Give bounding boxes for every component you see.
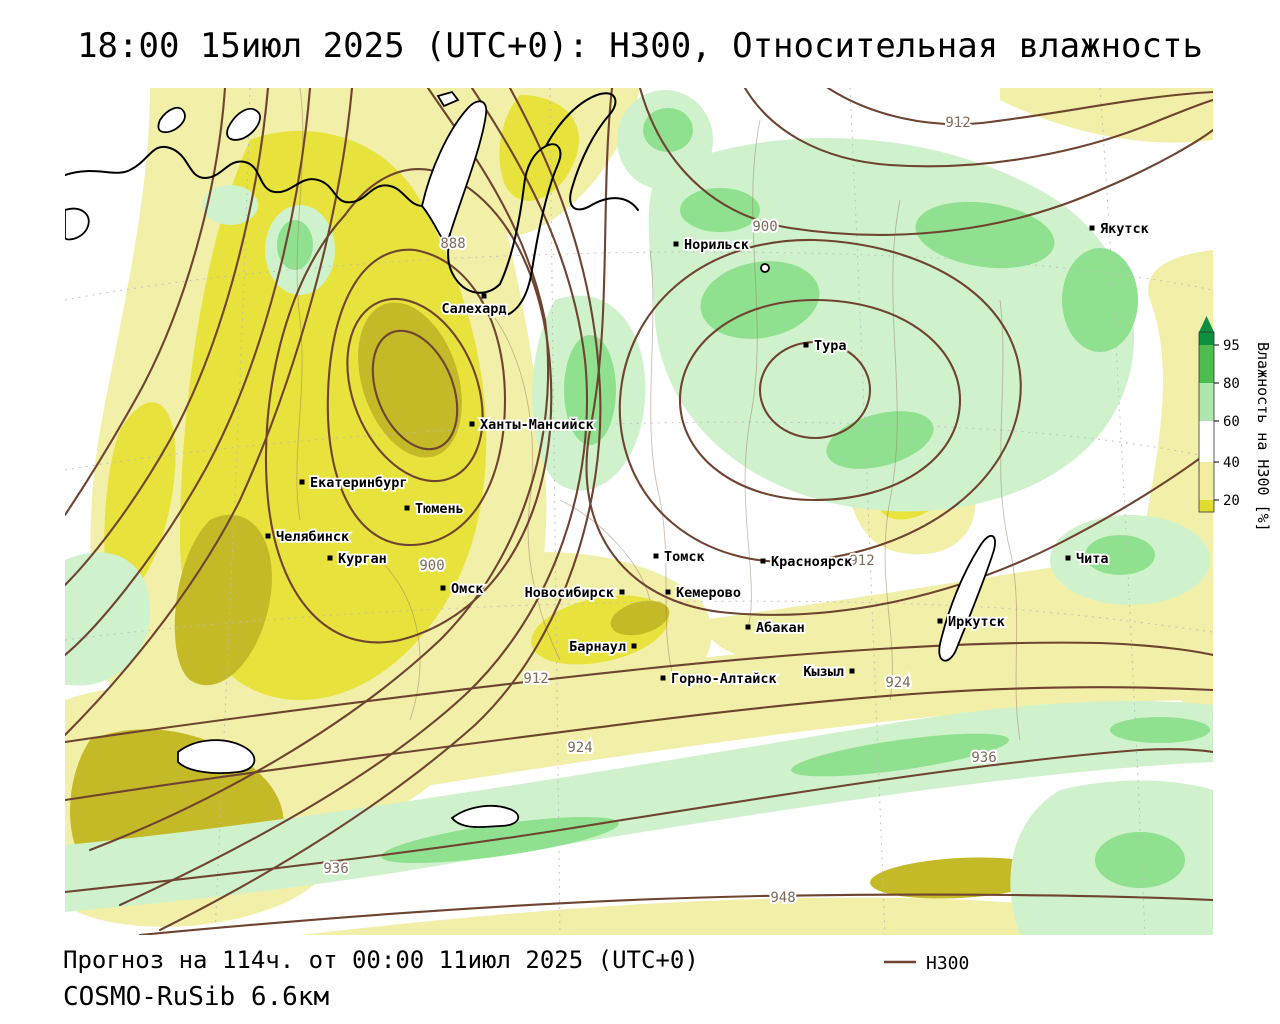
city-label: Томск <box>664 549 705 565</box>
page-title: 18:00 15июл 2025 (UTC+0): H300, Относите… <box>77 26 1203 66</box>
city-marker <box>265 533 271 539</box>
contour-label: 888 <box>440 236 465 252</box>
city-marker <box>299 479 305 485</box>
city-marker <box>803 342 809 348</box>
city-label: Абакан <box>756 620 805 636</box>
city-markers: Норильск Якутск Салехард Тура Ханты-Мансийск… <box>265 219 1151 689</box>
city-marker <box>665 589 671 595</box>
city-label: Екатеринбург <box>310 475 408 491</box>
contour-label: 900 <box>419 558 444 574</box>
model-info: COSMO-RuSib 6.6км <box>63 982 330 1012</box>
contour-label: 936 <box>971 750 996 766</box>
contour-label: 912 <box>849 553 874 569</box>
contour-label: 900 <box>752 219 777 235</box>
city-label: Тюмень <box>415 501 464 517</box>
forecast-info: Прогноз на 114ч. от 00:00 11июл 2025 (UT… <box>63 946 699 974</box>
city-marker <box>481 293 487 299</box>
colorbar-tick-value: 20 <box>1223 493 1240 509</box>
colorbar-tick-value: 60 <box>1223 414 1240 430</box>
city-label: Горно-Алтайск <box>671 671 777 687</box>
city-label: Ханты-Мансийск <box>480 417 594 433</box>
city-marker <box>937 618 943 624</box>
city-label: Якутск <box>1100 221 1149 237</box>
colorbar-segment <box>1199 383 1214 421</box>
colorbar-tick-value: 80 <box>1223 376 1240 392</box>
city-label: Курган <box>338 551 387 567</box>
city-marker <box>673 241 679 247</box>
city-marker <box>631 643 637 649</box>
contour-label: 912 <box>945 115 970 131</box>
city-label: Салехард <box>441 301 506 317</box>
colorbar-segment <box>1199 421 1214 462</box>
colorbar-tick-value: 95 <box>1223 338 1240 354</box>
city-label: Красноярск <box>771 554 852 570</box>
city-marker <box>653 553 659 559</box>
contour-label: 924 <box>885 675 910 691</box>
city-label: Чита <box>1076 551 1109 567</box>
colorbar-frame <box>1198 331 1215 513</box>
city-marker <box>440 585 446 591</box>
contour-labels: 912 900 888 900 912 912 924 924 936 936 948 <box>321 113 998 908</box>
city-label: Иркутск <box>948 614 1005 630</box>
legend-label: H300 <box>926 953 969 974</box>
contour-label: 924 <box>567 740 592 756</box>
city-marker <box>469 421 475 427</box>
city-marker <box>745 624 751 630</box>
colorbar-tick-value: 40 <box>1223 455 1240 471</box>
city-label: Омск <box>451 581 484 597</box>
city-label: Кемерово <box>676 585 741 601</box>
colorbar-segment <box>1199 332 1214 345</box>
city-label: Новосибирск <box>525 585 614 601</box>
colorbar-title: Влажность на H300 [%] <box>1254 342 1272 532</box>
city-label: Кызыл <box>803 664 844 680</box>
humidity-colorbar: 95 80 60 40 20 <box>1198 316 1240 513</box>
city-label: Норильск <box>684 237 749 253</box>
city-marker <box>760 558 766 564</box>
contour-label: 936 <box>323 861 348 877</box>
city-marker <box>660 675 666 681</box>
colorbar-arrow <box>1199 316 1214 332</box>
city-label: Барнаул <box>569 639 626 655</box>
city-marker <box>1065 555 1071 561</box>
map-art: 912 900 888 900 912 912 924 924 936 936 948 Нориль… <box>65 88 1213 935</box>
colorbar-segment <box>1199 345 1214 383</box>
colorbar-segment <box>1199 462 1214 500</box>
city-marker <box>1089 225 1095 231</box>
city-marker <box>619 589 625 595</box>
city-label: Тура <box>814 338 847 354</box>
city-marker <box>404 505 410 511</box>
city-label: Челябинск <box>276 529 349 545</box>
contour-label: 912 <box>523 671 548 687</box>
colorbar-segment <box>1199 500 1214 512</box>
city-marker <box>327 555 333 561</box>
contour-label: 948 <box>770 890 795 906</box>
city-marker <box>849 668 855 674</box>
